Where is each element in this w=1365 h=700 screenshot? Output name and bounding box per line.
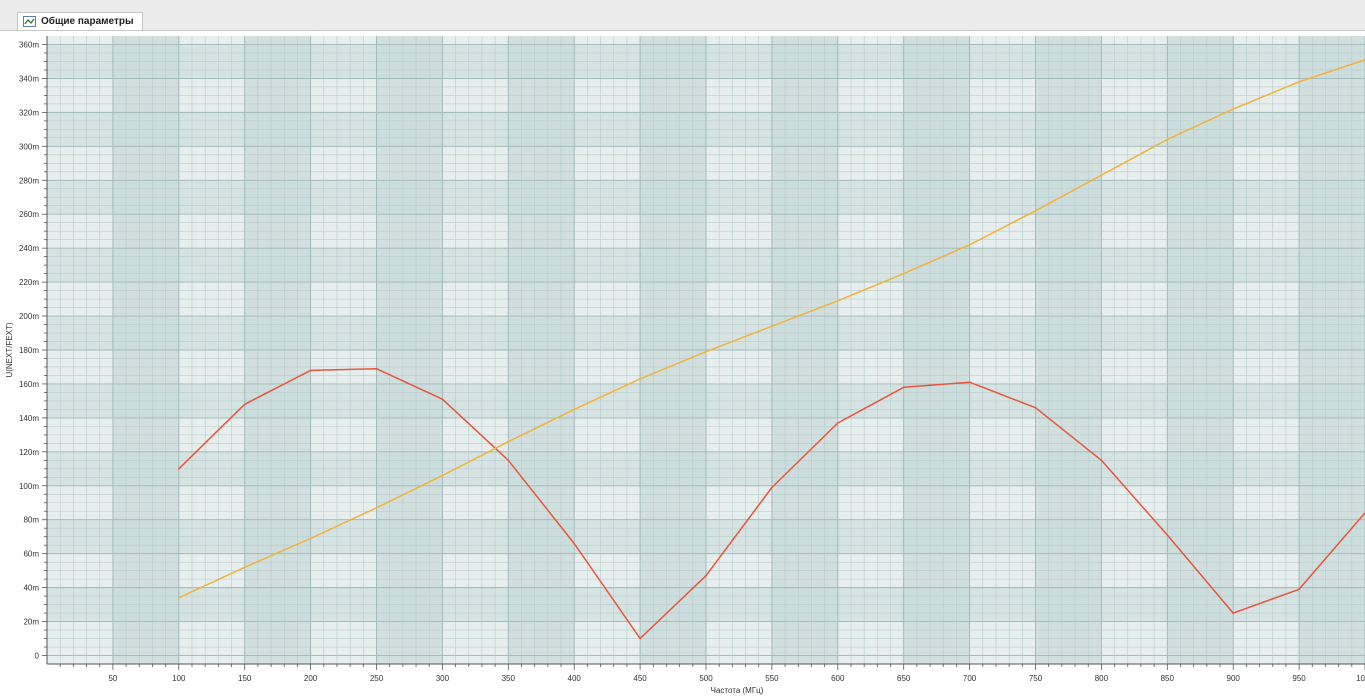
y-tick-label: 160m — [19, 380, 39, 389]
y-tick-label: 140m — [19, 414, 39, 423]
x-tick-label: 50 — [108, 674, 117, 683]
y-tick-label: 340m — [19, 74, 39, 83]
x-tick-label: 200 — [304, 674, 318, 683]
plot-grid — [46, 36, 1365, 664]
x-tick-label: 550 — [765, 674, 779, 683]
y-tick-label: 200m — [19, 312, 39, 321]
series-2-point — [573, 408, 575, 411]
series-1-point — [309, 369, 312, 372]
tab-general-parameters[interactable]: Общие параметры — [17, 12, 143, 30]
y-tick-label: 80m — [23, 516, 39, 525]
series-2-point — [441, 474, 444, 477]
y-tick-label: 240m — [19, 244, 39, 253]
line-chart-icon — [23, 16, 36, 27]
series-2-point — [1100, 174, 1103, 176]
series-1-point — [441, 398, 444, 401]
series-1-point — [1166, 534, 1169, 536]
series-2-point — [902, 272, 905, 275]
series-1-point — [507, 459, 510, 462]
series-1-point — [1100, 459, 1103, 462]
y-tick-label: 180m — [19, 346, 39, 355]
y-tick-label: 300m — [19, 142, 39, 151]
x-tick-label: 500 — [699, 674, 713, 683]
series-1-point — [705, 574, 707, 577]
x-tick-label: 100 — [172, 674, 186, 683]
series-1-point — [837, 422, 839, 424]
y-tick-label: 100m — [19, 482, 39, 491]
x-tick-label: 700 — [963, 674, 977, 683]
series-1-point — [573, 542, 575, 545]
x-tick-label: 400 — [568, 674, 582, 683]
series-2-point — [1166, 138, 1169, 141]
series-1-point — [375, 367, 378, 370]
series-2-point — [178, 597, 180, 599]
series-2-point — [309, 537, 312, 540]
plot-axes: 50 100 150 200 250 300 350 400 450 500 550 600 650 70… — [19, 36, 1365, 683]
y-tick-label: 260m — [19, 210, 39, 219]
x-tick-label: 900 — [1227, 674, 1241, 683]
series-1-point — [968, 381, 971, 384]
x-tick-label: 450 — [633, 674, 647, 683]
x-tick-label: 150 — [238, 674, 252, 683]
series-1-point — [1034, 406, 1037, 409]
series-2-point — [375, 507, 378, 509]
y-tick-label: 320m — [19, 108, 39, 117]
series-1-point — [178, 468, 180, 470]
x-tick-label: 300 — [436, 674, 450, 683]
x-tick-label: 750 — [1029, 674, 1043, 683]
series-2-point — [1034, 210, 1037, 212]
x-tick-label: 350 — [502, 674, 516, 683]
y-tick-label: 280m — [19, 176, 39, 185]
x-tick-label: 850 — [1161, 674, 1175, 683]
series-2-point — [507, 440, 510, 443]
x-tick-label: 250 — [370, 674, 384, 683]
y-axis-label: U(NEXT/FEXT) — [5, 322, 14, 377]
y-tick-label: 40m — [23, 584, 39, 593]
series-2-point — [837, 299, 839, 302]
series-1-point — [771, 486, 773, 489]
line-chart: 50 100 150 200 250 300 350 400 450 500 550 600 650 70… — [5, 36, 1365, 695]
series-2-point — [968, 243, 971, 246]
x-axis-label: Частота (МГц) — [711, 686, 764, 695]
series-1-point — [1232, 612, 1234, 614]
series-2-point — [243, 566, 246, 569]
tab-bar: Общие параметры — [0, 0, 1365, 31]
y-tick-label: 360m — [19, 40, 39, 49]
y-tick-label: 0 — [35, 652, 40, 661]
x-tick-label: 1000 — [1356, 674, 1365, 683]
series-2-point — [771, 325, 773, 328]
series-2-point — [1298, 81, 1300, 83]
series-2-point — [639, 378, 641, 380]
x-tick-label: 650 — [897, 674, 911, 683]
tab-label: Общие параметры — [41, 16, 134, 27]
series-1-point — [243, 403, 246, 406]
x-tick-label: 600 — [831, 674, 845, 683]
x-tick-label: 800 — [1095, 674, 1109, 683]
plot-series — [178, 58, 1365, 640]
series-1-point — [1298, 588, 1300, 591]
series-2-point — [1232, 108, 1234, 110]
y-tick-label: 220m — [19, 278, 39, 287]
chart-area: 50 100 150 200 250 300 350 400 450 500 550 600 650 70… — [0, 31, 1365, 695]
y-tick-label: 20m — [23, 618, 39, 627]
y-tick-label: 60m — [23, 550, 39, 559]
series-2-point — [705, 350, 707, 353]
x-tick-label: 950 — [1292, 674, 1306, 683]
series-1-point — [902, 386, 905, 389]
y-tick-label: 120m — [19, 448, 39, 457]
series-1-point — [639, 637, 641, 640]
